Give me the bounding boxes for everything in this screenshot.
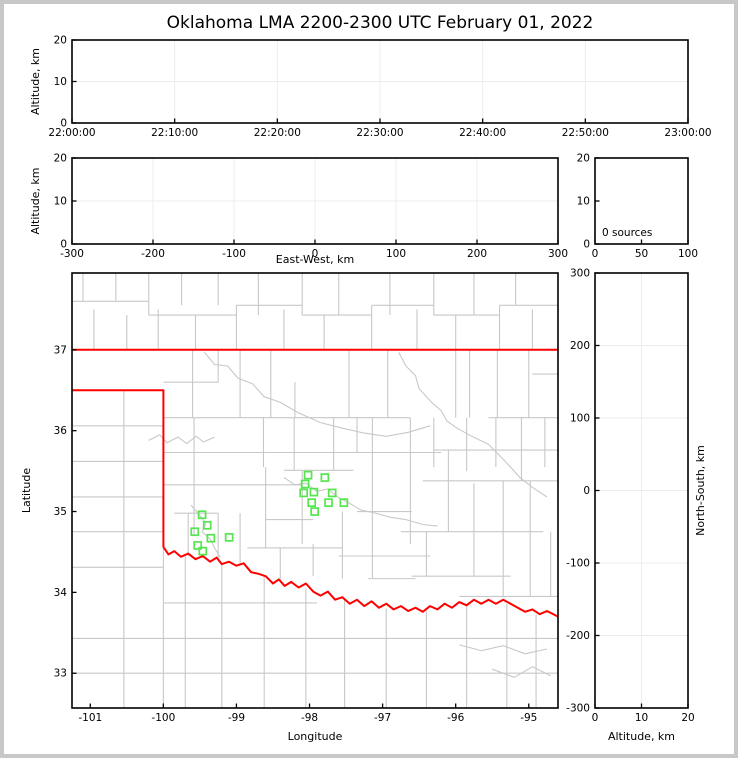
y-axis-label: Altitude, km xyxy=(29,48,42,115)
time-altitude-panel: 22:00:00 22:10:00 22:20:00 22:30:00 22:40:00… xyxy=(29,35,712,140)
lma-station-marker xyxy=(193,541,203,550)
river-line xyxy=(203,351,431,437)
lma-station-marker xyxy=(197,510,207,520)
lma-station-marker xyxy=(324,498,333,507)
y-tick-label: 34 xyxy=(54,587,68,599)
y-tick-label: 35 xyxy=(54,506,67,518)
eastwest-altitude-panel: -300 -200 -100 0 100 200 300 0 10 20 East-West, km… xyxy=(29,153,568,267)
oklahoma-state-border xyxy=(162,546,558,618)
x-tick-label: 22:20:00 xyxy=(254,127,301,139)
y-tick-label: 20 xyxy=(54,153,67,165)
y-tick-label: 10 xyxy=(54,76,67,88)
x-tick-label: -200 xyxy=(141,248,165,260)
lma-station-marker xyxy=(190,527,200,537)
x-tick-label: -98 xyxy=(301,712,318,724)
y-tick-label: 100 xyxy=(570,413,590,425)
x-tick-label: 0 xyxy=(592,248,599,260)
y-tick-label: 200 xyxy=(570,340,590,352)
x-tick-label: 20 xyxy=(681,712,694,724)
x-tick-label: -99 xyxy=(228,712,245,724)
x-tick-label: 50 xyxy=(635,248,648,260)
x-tick-label: 23:00:00 xyxy=(664,127,711,139)
y-tick-label: -200 xyxy=(566,630,590,642)
lma-station-marker xyxy=(300,479,310,489)
map-layers xyxy=(72,273,558,708)
x-tick-label: -300 xyxy=(60,248,84,260)
plan-view-map-panel: -101 -100 -99 -98 -97 -96 -95 33 34 35 36 37 Longitu… xyxy=(20,272,559,743)
river-line xyxy=(283,477,438,527)
panel-frame xyxy=(71,272,559,709)
y-tick-label: 36 xyxy=(54,425,68,437)
y-tick-label: -300 xyxy=(566,703,590,715)
y-tick-label: 300 xyxy=(570,268,590,280)
y-axis-label: Latitude xyxy=(20,468,33,514)
lma-station-marker xyxy=(198,546,208,556)
northsouth-altitude-panel: 0 10 20 -300 -200 -100 0 100 200 300 Altitude, km N… xyxy=(566,268,707,744)
x-tick-label: 10 xyxy=(635,712,648,724)
river-line xyxy=(492,666,551,678)
lma-station-marker xyxy=(224,533,234,542)
x-tick-label: -95 xyxy=(520,712,537,724)
x-axis-label: Longitude xyxy=(288,730,343,743)
y-tick-label: 10 xyxy=(54,196,67,208)
lma-station-marker xyxy=(309,487,319,497)
plot-title: Oklahoma LMA 2200-2300 UTC February 01, … xyxy=(166,13,594,33)
y-tick-label: 10 xyxy=(577,196,590,208)
x-tick-label: -96 xyxy=(447,712,464,724)
lma-station-marker xyxy=(339,498,349,507)
x-tick-label: -97 xyxy=(374,712,391,724)
lma-station-marker xyxy=(310,507,319,516)
y-tick-label: 0 xyxy=(60,239,67,251)
x-tick-label: 22:50:00 xyxy=(562,127,609,139)
sources-count-label: 0 sources xyxy=(602,227,652,239)
y-tick-label: 0 xyxy=(583,239,590,251)
lma-station-marker xyxy=(303,470,313,480)
lma-station-marker xyxy=(299,488,309,498)
river-line xyxy=(190,504,221,558)
x-axis-label: Altitude, km xyxy=(608,730,675,743)
y-tick-label: -100 xyxy=(566,558,590,570)
x-tick-label: 300 xyxy=(548,248,568,260)
x-tick-label: -100 xyxy=(222,248,246,260)
y-tick-label: 33 xyxy=(54,668,67,680)
x-tick-label: 200 xyxy=(467,248,487,260)
lma-station-marker xyxy=(206,533,216,543)
x-axis-label: East-West, km xyxy=(276,253,354,266)
river-line xyxy=(398,351,548,498)
lma-station-marker xyxy=(202,520,212,530)
x-tick-label: -101 xyxy=(78,712,102,724)
y-tick-label: 20 xyxy=(577,153,590,165)
y-axis-label: North-South, km xyxy=(694,445,707,536)
oklahoma-state-border xyxy=(72,389,165,548)
x-tick-label: 100 xyxy=(386,248,406,260)
x-tick-label: 0 xyxy=(592,712,599,724)
river-line xyxy=(459,644,548,655)
altitude-histogram-panel: 0 50 100 0 10 20 0 sources xyxy=(577,153,698,261)
x-tick-label: -100 xyxy=(151,712,175,724)
y-tick-label: 20 xyxy=(54,35,67,47)
x-tick-label: 100 xyxy=(678,248,698,260)
y-tick-label: 0 xyxy=(583,485,590,497)
y-axis-label: Altitude, km xyxy=(29,167,42,234)
x-tick-label: 22:30:00 xyxy=(356,127,403,139)
lma-station-marker xyxy=(307,498,317,507)
x-tick-label: 22:10:00 xyxy=(151,127,198,139)
river-line xyxy=(148,434,215,445)
x-tick-label: 22:40:00 xyxy=(459,127,506,139)
lma-station-marker xyxy=(327,488,337,498)
x-tick-label: 0 xyxy=(312,248,319,260)
lma-station-marker xyxy=(320,473,330,482)
y-tick-label: 0 xyxy=(60,118,67,130)
x-tick-label: 22:00:00 xyxy=(48,127,95,139)
y-tick-label: 37 xyxy=(54,344,67,356)
